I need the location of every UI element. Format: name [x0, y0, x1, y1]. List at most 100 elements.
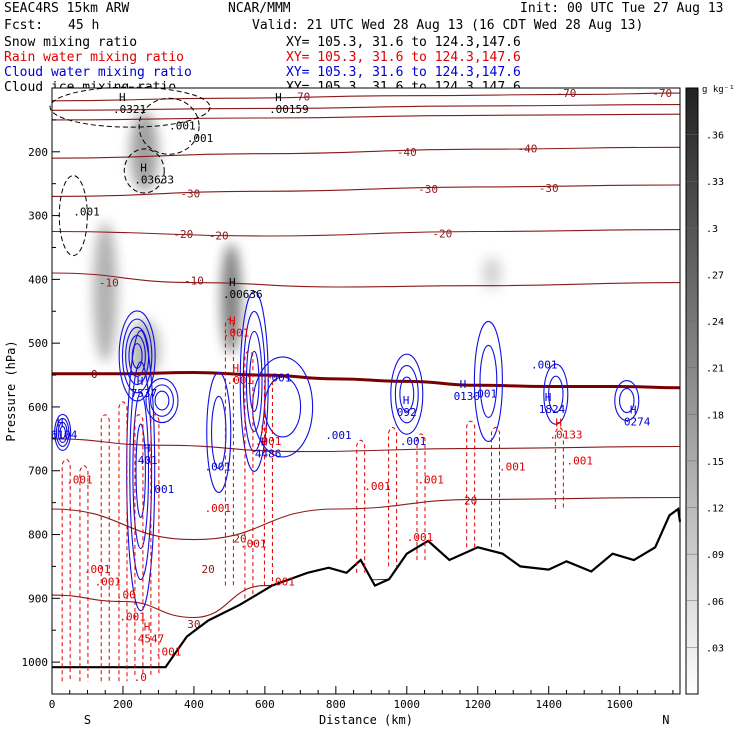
- x-tick-label: 400: [184, 698, 204, 711]
- isotherm-line: [51, 272, 681, 288]
- cloud-water-contour: [150, 384, 174, 417]
- y-tick-label: 400: [28, 273, 48, 286]
- cloud-water-contour: [154, 390, 170, 411]
- isotherm-line: [51, 184, 681, 197]
- rain-contour-label: .001: [240, 537, 267, 550]
- terrain-line: [52, 507, 682, 669]
- snow-h-marker: H: [229, 276, 236, 289]
- cloud-water-contour: [390, 353, 424, 435]
- cloud-water-contour: [54, 413, 72, 452]
- ice-shade-1: [93, 222, 118, 363]
- rain-water-contour: [244, 350, 254, 599]
- cloud-water-contour: [239, 290, 269, 472]
- field-snow-xy: XY= 105.3, 31.6 to 124.3,147.6: [286, 35, 521, 50]
- colorbar-tick-label: .24: [706, 317, 724, 328]
- colorbar-tick-label: .06: [706, 597, 724, 608]
- rain-max-label: 4547: [138, 633, 165, 646]
- snow-max-label: .00636: [223, 288, 263, 301]
- y-tick-label: 800: [28, 529, 48, 542]
- rain-h-marker: H: [229, 314, 236, 327]
- isotherm-label: 20: [233, 532, 246, 545]
- rain-water-contour: [388, 426, 398, 567]
- rain-max-label: .001: [255, 435, 281, 448]
- isotherm-label: 20: [464, 495, 477, 508]
- x-tick-label: 200: [113, 698, 133, 711]
- cloud-water-contour-label: .001: [325, 429, 352, 442]
- cloud-water-max-label: 1824: [539, 403, 566, 416]
- y-tick-label: 700: [28, 465, 48, 478]
- plot-frame: [51, 87, 681, 695]
- snow-contour: [49, 86, 211, 128]
- isotherm-line: [51, 438, 681, 453]
- cloud-water-contour: [242, 310, 266, 452]
- snow-max-label: .0321: [113, 103, 146, 116]
- rain-water-contour: [224, 318, 234, 586]
- freezing-level-line: [52, 370, 681, 390]
- x-tick-label: 0: [49, 698, 56, 711]
- cloud-water-max-label: 7537: [131, 387, 158, 400]
- cloud-water-contour: [614, 380, 640, 422]
- rain-water-contour: [491, 426, 501, 548]
- colorbar-tick-label: .21: [706, 364, 724, 375]
- cloud-water-max-label: 4486: [255, 448, 281, 461]
- snow-h-marker: H: [119, 91, 126, 104]
- isotherm-label: -40: [397, 146, 417, 159]
- cloud-water-contour: [121, 318, 153, 394]
- south-end-label: S: [84, 713, 91, 727]
- isotherm-label: -40: [517, 143, 537, 156]
- rain-water-contour: [118, 401, 128, 682]
- cloud-water-contour-label: .001: [265, 371, 292, 384]
- init-time: Init: 00 UTC Tue 27 Aug 13: [520, 1, 724, 16]
- rain-contour-label: .001: [205, 502, 232, 515]
- rain-h-marker: H: [232, 362, 239, 375]
- isotherm-label: -10: [99, 277, 119, 290]
- snow-h-marker: H: [140, 161, 147, 174]
- cloud-water-contour: [252, 356, 314, 458]
- terrain-fill: [52, 509, 680, 694]
- snow-contour-label: .001: [187, 132, 214, 145]
- y-tick-label: 900: [28, 592, 48, 605]
- x-tick-label: 1400: [535, 698, 562, 711]
- colorbar-tick-label: .15: [706, 457, 724, 468]
- rain-contour-label: .001: [407, 531, 434, 544]
- isotherm-line: [51, 104, 681, 111]
- cloud-water-contour: [59, 425, 66, 440]
- rain-contour-label: .001: [499, 461, 526, 474]
- cloud-water-contour: [548, 375, 564, 413]
- snow-contour-label: .001: [169, 119, 196, 132]
- cloud-water-contour-label: .001: [400, 435, 427, 448]
- colorbar-tick-label: .12: [706, 504, 724, 515]
- cloud-water-contour: [129, 361, 153, 581]
- cloud-water-h-marker: H: [261, 436, 268, 449]
- rain-contour-label: .001: [364, 480, 391, 493]
- y-tick-label: 1000: [22, 656, 49, 669]
- isotherm-label: -10: [184, 275, 204, 288]
- isotherm-label: -70: [290, 90, 310, 103]
- isotherm-line: [51, 496, 681, 541]
- field-rain-name: Rain water mixing ratio: [4, 50, 185, 65]
- isotherm-label: -30: [180, 187, 200, 200]
- colorbar-tick-label: .09: [706, 550, 724, 561]
- rain-contour-label: .001: [268, 576, 295, 589]
- field-cloudwater-name: Cloud water mixing ratio: [4, 65, 192, 80]
- colorbar-tick-label: .33: [706, 177, 724, 188]
- model-title: SEAC4RS 15km ARW: [4, 1, 130, 16]
- isotherm-label: -30: [418, 183, 438, 196]
- cloud-water-h-marker: H: [460, 378, 467, 391]
- cloud-water-max-label: 0274: [624, 416, 651, 429]
- cloud-water-contour: [399, 376, 415, 412]
- field-snow-name: Snow mixing ratio: [4, 35, 138, 50]
- freezing-level-label: 0: [91, 368, 98, 381]
- snow-h-marker: H: [275, 91, 282, 104]
- isotherm-label: -20: [432, 227, 452, 240]
- rain-contour-label: .001: [417, 473, 444, 486]
- cloud-water-contour: [57, 421, 68, 444]
- x-axis-label: Distance (km): [319, 713, 413, 727]
- rain-contour-label: .001: [155, 646, 182, 659]
- ice-shade-2: [221, 243, 242, 354]
- isotherm-label: -70: [557, 87, 577, 100]
- field-cloudwater-xy: XY= 105.3, 31.6 to 124.3,147.6: [286, 65, 521, 80]
- cloud-water-contour: [55, 417, 70, 448]
- colorbar-tick-label: .03: [706, 643, 724, 654]
